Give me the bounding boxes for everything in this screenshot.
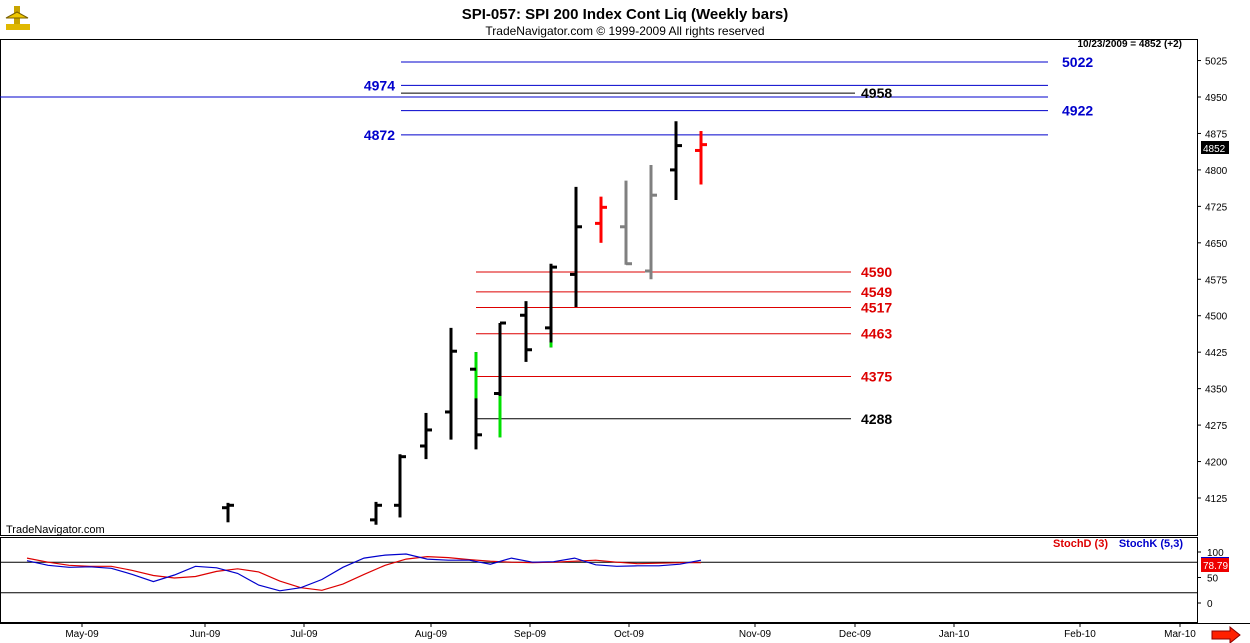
level-label-4549: 4549 [861,284,892,300]
time-label-5: Oct-09 [614,629,644,640]
level-label-4974: 4974 [364,77,395,93]
price-panel [0,39,1198,536]
time-label-2: Jul-09 [290,629,318,640]
level-label-4288: 4288 [861,411,892,427]
copyright-text: TradeNavigator.com © 1999-2009 All right… [485,24,764,38]
level-label-4463: 4463 [861,326,892,342]
ohlc-bar-7 [520,301,532,362]
last-price-tag-text: 4852 [1203,144,1226,155]
time-label-9: Feb-10 [1064,629,1096,640]
level-label-4872: 4872 [364,127,395,143]
stoch-tick-label-50: 50 [1207,574,1219,585]
stoch-tick-label-100: 100 [1207,548,1224,559]
time-label-4: Sep-09 [514,629,547,640]
ohlc-bar-10 [595,196,607,243]
stoch-axis: 0 50 100 [0,548,1224,610]
stoch-tick-label-0: 0 [1207,599,1213,610]
scroll-right-arrow-icon[interactable] [1211,625,1241,643]
stoch-last-tag: 78.79 [1201,557,1229,572]
price-tick-label-5025: 5025 [1205,57,1228,68]
last-price-tag: 4852 [1201,141,1229,155]
time-axis: May-09 Jun-09 Jul-09 Aug-09 Sep-09 Oct-09 Nov-… [65,623,1196,640]
ohlc-bar-11 [620,180,632,266]
stoch-series-1 [26,553,702,592]
level-label-4922: 4922 [1062,103,1093,119]
price-tick-label-4200: 4200 [1205,458,1228,469]
ohlc-bar-4 [445,327,457,440]
price-tick-label-4725: 4725 [1205,202,1228,213]
ohlc-bar-6 [494,321,506,438]
legend-stochd: StochD (3) [1053,538,1108,550]
time-label-0: May-09 [65,629,99,640]
ohlc-bar-1 [370,501,382,525]
price-tick-label-4800: 4800 [1205,166,1228,177]
chart-title: SPI-057: SPI 200 Index Cont Liq (Weekly … [462,6,789,23]
price-tick-label-4875: 4875 [1205,129,1228,140]
legend-stochk: StochK (5,3) [1119,538,1184,550]
last-info-text: 10/23/2009 = 4852 (+2) [1077,39,1182,50]
level-label-4590: 4590 [861,264,892,280]
ohlc-bar-5 [470,352,482,450]
ohlc-bar-0 [222,502,234,523]
time-label-8: Jan-10 [939,629,970,640]
logo-icon [5,6,30,30]
price-tick-label-4350: 4350 [1205,385,1228,396]
stoch-panel [0,537,1198,623]
level-label-4517: 4517 [861,299,892,315]
time-label-7: Dec-09 [839,629,872,640]
time-label-10: Mar-10 [1164,629,1196,640]
price-tick-label-4950: 4950 [1205,93,1228,104]
price-tick-label-4650: 4650 [1205,239,1228,250]
price-tick-label-4425: 4425 [1205,348,1228,359]
price-bars [222,121,707,525]
stoch-lines [26,553,702,592]
ohlc-bar-9 [570,186,582,307]
level-label-4958: 4958 [861,85,892,101]
ohlc-bar-3 [420,412,432,460]
price-tick-label-4575: 4575 [1205,275,1228,286]
price-axis: 4125 4200 4275 4350 4425 4500 4575 4650 4725 4800… [1197,57,1228,505]
price-tick-label-4125: 4125 [1205,494,1228,505]
time-label-1: Jun-09 [190,629,221,640]
watermark-text: TradeNavigator.com [6,524,105,536]
price-tick-label-4275: 4275 [1205,421,1228,432]
price-tick-label-4500: 4500 [1205,312,1228,323]
stoch-last-tag-text: 78.79 [1203,561,1228,572]
ohlc-bar-12 [645,165,657,280]
time-label-6: Nov-09 [739,629,772,640]
ohlc-bar-14 [695,131,707,185]
level-label-4375: 4375 [861,368,892,384]
ohlc-bar-8 [545,263,557,348]
time-label-3: Aug-09 [415,629,448,640]
ohlc-bar-13 [670,121,682,201]
level-label-5022: 5022 [1062,54,1093,70]
stoch-series-0 [26,555,701,591]
ohlc-bar-2 [394,454,406,518]
